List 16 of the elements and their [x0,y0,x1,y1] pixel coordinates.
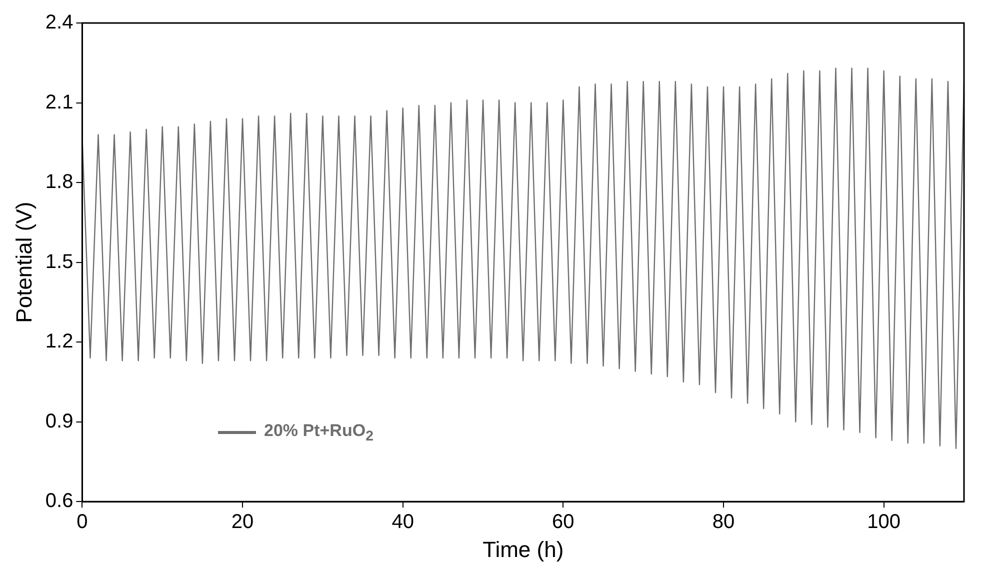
y-tick-label: 2.1 [45,91,74,114]
y-axis-title: Potential (V) [11,202,36,323]
y-tick-label: 1.2 [45,330,74,353]
y-tick-label: 0.6 [45,490,74,512]
y-tick-label: 0.9 [45,410,74,432]
x-tick-label: 40 [392,511,414,534]
x-tick-label: 20 [231,511,254,534]
y-tick-label: 1.8 [45,171,74,194]
x-tick-label: 60 [552,511,574,534]
x-tick-label: 100 [867,511,901,534]
x-tick-label: 0 [76,511,88,534]
x-axis-title: Time (h) [482,536,564,562]
legend-label: 20% Pt+RuO$_{2}$ [264,420,374,444]
y-tick-label: 2.4 [45,12,74,34]
y-tick-label: 1.5 [45,250,74,273]
x-tick-label: 80 [712,511,735,534]
